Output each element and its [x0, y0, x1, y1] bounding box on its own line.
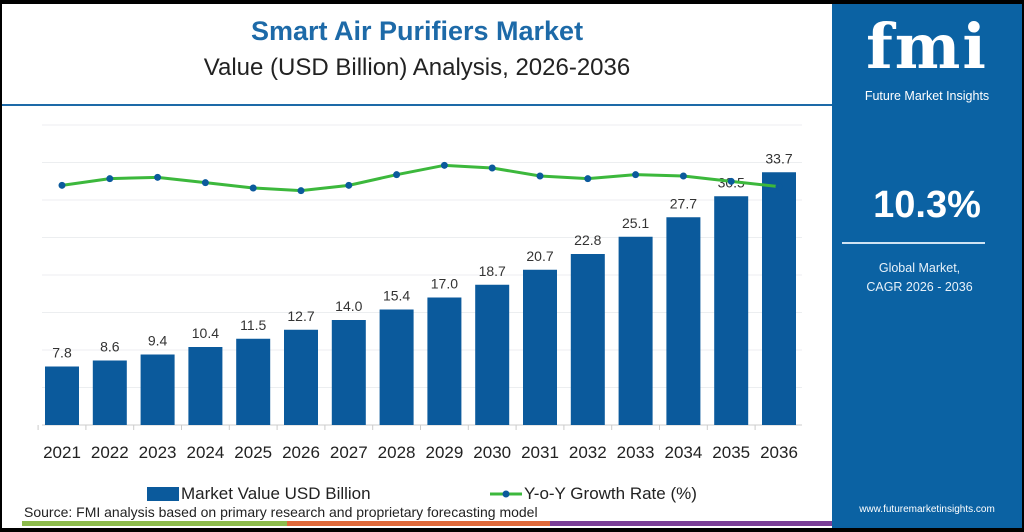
- cagr-label-line2: CAGR 2026 - 2036: [866, 280, 973, 294]
- x-tick-label: 2023: [139, 443, 177, 462]
- bar-value-label: 20.7: [526, 248, 553, 264]
- growth-point-2025: [249, 184, 257, 192]
- bar-2028: [379, 309, 414, 425]
- cagr-label: Global Market, CAGR 2026 - 2036: [832, 259, 1007, 297]
- bar-value-label: 12.7: [287, 308, 314, 324]
- growth-point-2029: [440, 161, 448, 169]
- legend-label: Y-o-Y Growth Rate (%): [524, 484, 697, 503]
- x-tick-label: 2027: [330, 443, 368, 462]
- bar-2027: [331, 320, 366, 425]
- x-tick-label: 2024: [186, 443, 224, 462]
- growth-rate-line: [61, 163, 780, 193]
- bar-value-label: 9.4: [148, 333, 168, 349]
- x-tick-label: 2025: [234, 443, 272, 462]
- infographic: Smart Air Purifiers Market Value (USD Bi…: [2, 4, 1022, 528]
- legend-item-market-value: Market Value USD Billion: [147, 484, 371, 504]
- bar-2031: [523, 269, 557, 425]
- bar-2025: [236, 338, 271, 425]
- panel-divider: [842, 242, 985, 244]
- bar-value-label: 27.7: [670, 195, 697, 211]
- bar-2036: [762, 172, 796, 425]
- x-tick-label: 2029: [425, 443, 463, 462]
- chart-subtitle: Value (USD Billion) Analysis, 2026-2036: [203, 54, 631, 81]
- growth-point-2027: [345, 181, 353, 189]
- bar-value-label: 11.5: [240, 317, 266, 333]
- bar-2021: [45, 366, 79, 425]
- bar-line-chart: 7.8 2021 8.6 2022 9.4 2023 10.4 2024 11.5 2025 12.…: [37, 124, 802, 462]
- cagr-value: 10.3%: [873, 184, 981, 226]
- bar-2033: [618, 236, 653, 425]
- growth-point-2028: [393, 171, 401, 179]
- growth-point-2023: [154, 173, 162, 181]
- bar-value-label: 17.0: [431, 276, 458, 292]
- bar-2029: [427, 297, 462, 425]
- growth-point-2035: [727, 177, 735, 185]
- title-divider: [2, 104, 832, 106]
- growth-point-2030: [488, 164, 496, 172]
- x-tick-label: 2034: [664, 443, 702, 462]
- growth-point-2036: [775, 183, 783, 191]
- footer-strip-purple: [550, 521, 832, 526]
- growth-point-2034: [679, 172, 687, 180]
- growth-point-2024: [201, 179, 209, 187]
- footer-strip-orange: [287, 521, 550, 526]
- bar-value-label: 18.7: [479, 263, 506, 279]
- legend-item-growth-rate: Y-o-Y Growth Rate (%): [490, 484, 697, 504]
- legend-line-swatch: [490, 490, 522, 498]
- growth-point-2032: [584, 175, 592, 183]
- x-tick-label: 2026: [282, 443, 320, 462]
- source-note: Source: FMI analysis based on primary re…: [24, 504, 538, 520]
- bar-2034: [666, 217, 701, 425]
- x-tick-label: 2030: [473, 443, 511, 462]
- footer-strip-green: [22, 521, 287, 526]
- legend-label: Market Value USD Billion: [181, 484, 371, 503]
- chart-title: Smart Air Purifiers Market: [250, 16, 584, 46]
- bar-value-label: 22.8: [574, 232, 601, 248]
- legend-bar-swatch: [147, 487, 179, 501]
- bar-2035: [714, 196, 749, 425]
- bar-2023: [140, 354, 175, 425]
- fmi-logo: fmi: [866, 10, 988, 83]
- x-tick-label: 2021: [43, 443, 81, 462]
- x-tick-label: 2022: [91, 443, 129, 462]
- growth-point-2026: [297, 187, 305, 195]
- logo-subtitle: Future Market Insights: [864, 89, 990, 103]
- cagr-label-line1: Global Market,: [878, 261, 961, 275]
- bar-value-label: 7.8: [52, 345, 72, 361]
- bar-value-label: 8.6: [100, 339, 120, 355]
- growth-point-2033: [632, 171, 640, 179]
- bar-2024: [188, 347, 223, 425]
- website-link[interactable]: www.futuremarketinsights.com: [859, 504, 995, 515]
- growth-point-2022: [106, 175, 114, 183]
- summary-panel: fmi Future Market Insights 10.3% Global …: [832, 4, 1022, 528]
- bar-2030: [475, 284, 510, 425]
- bar-2032: [570, 254, 605, 425]
- bar-value-label: 15.4: [383, 288, 410, 304]
- x-tick-label: 2032: [569, 443, 607, 462]
- bar-value-label: 10.4: [192, 325, 219, 341]
- bar-value-label: 14.0: [335, 298, 362, 314]
- growth-point-2031: [536, 172, 544, 180]
- x-tick-label: 2031: [521, 443, 559, 462]
- bar-2026: [284, 329, 318, 425]
- x-tick-label: 2035: [712, 443, 750, 462]
- x-tick-label: 2036: [760, 443, 798, 462]
- bar-value-label: 25.1: [622, 215, 649, 231]
- growth-point-2021: [58, 181, 66, 189]
- bar-2022: [92, 360, 127, 425]
- x-tick-label: 2033: [617, 443, 655, 462]
- bar-value-label: 33.7: [765, 150, 792, 166]
- x-tick-label: 2028: [378, 443, 416, 462]
